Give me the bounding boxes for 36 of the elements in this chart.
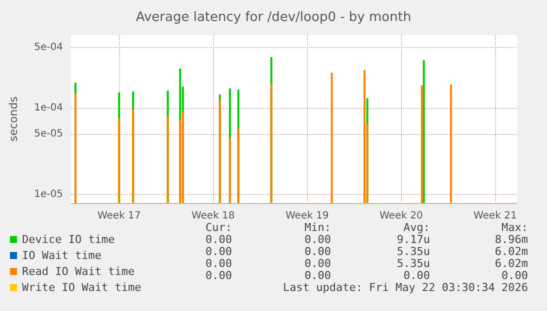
text: 0.00 [206, 233, 232, 246]
text: 0.00 [304, 269, 331, 282]
text: Last update: Fri May 22 03:30:34 2026 [282, 281, 528, 294]
text: 0.00 [304, 245, 331, 258]
x-tick-label: Week 17 [97, 210, 141, 222]
text: Avg: [404, 221, 430, 234]
legend-label: IO Wait time [22, 249, 102, 262]
text: 0.00 [404, 269, 430, 282]
text: 9.17u [396, 233, 430, 246]
x-tick-label: Week 19 [285, 210, 329, 222]
x-tick-label: Week 18 [191, 210, 235, 222]
legend-label: Read IO Wait time [22, 265, 135, 278]
chart-title: Average latency for /dev/loop0 - by month [136, 10, 412, 25]
text: 0.00 [206, 257, 232, 270]
y-tick-label: 1e-05 [34, 189, 63, 200]
text: Max: [502, 221, 528, 234]
text: 5.35u [396, 257, 430, 270]
text: 8.96m [494, 233, 528, 246]
text: 0.00 [206, 269, 232, 282]
legend-label: Device IO time [22, 233, 115, 246]
y-tick-label: 5e-04 [34, 42, 63, 54]
text: 5.35u [396, 245, 430, 258]
x-tick-label: Week 21 [474, 210, 517, 222]
text: 0.00 [502, 269, 528, 282]
y-tick-label: 1e-04 [34, 102, 63, 114]
text: Cur: [206, 221, 232, 234]
text: Min: [304, 221, 331, 234]
legend-label: Write IO Wait time [22, 281, 142, 294]
text: 0.00 [206, 245, 232, 258]
y-tick-label: 5e-05 [34, 128, 63, 140]
y-axis-title: seconds [7, 96, 20, 142]
text: 0.00 [304, 257, 331, 270]
x-tick-label: Week 20 [380, 210, 423, 222]
text: 6.02m [494, 245, 528, 258]
text: 0.00 [304, 233, 331, 246]
text: 6.02m [494, 257, 528, 270]
